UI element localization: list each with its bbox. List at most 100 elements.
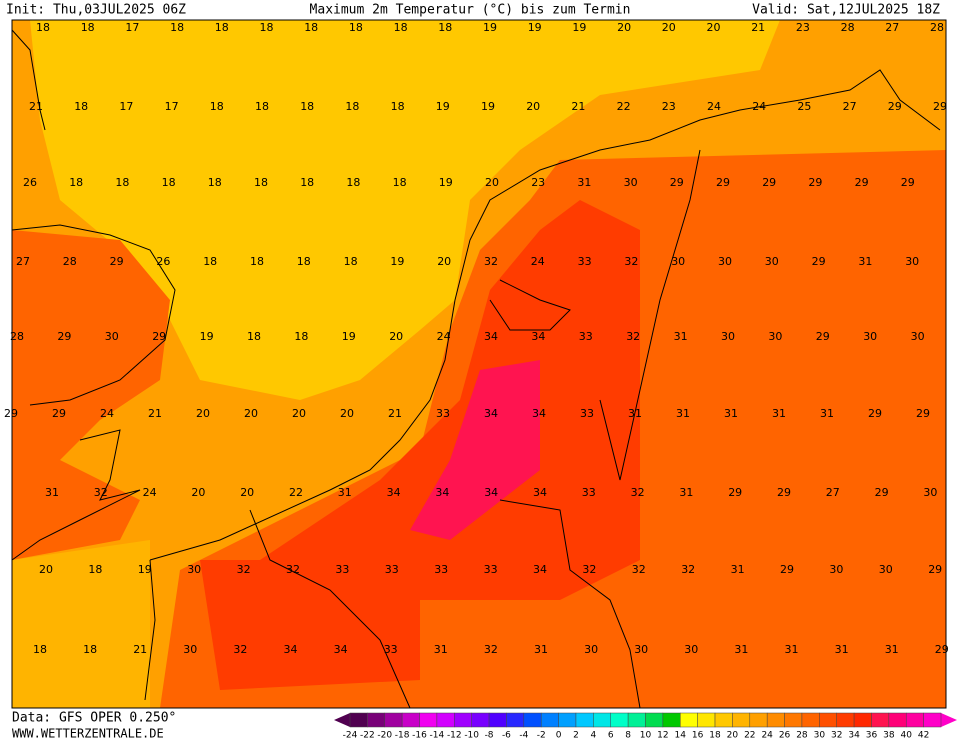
temperature-field bbox=[12, 20, 946, 708]
temperature-value: 18 bbox=[81, 21, 95, 34]
temperature-value: 31 bbox=[338, 486, 352, 499]
temperature-value: 30 bbox=[923, 486, 937, 499]
legend-swatch bbox=[471, 712, 490, 728]
legend-swatch bbox=[923, 712, 942, 728]
temperature-value: 29 bbox=[670, 176, 684, 189]
temperature-value: 23 bbox=[796, 21, 810, 34]
temperature-value: 18 bbox=[247, 330, 261, 343]
temperature-value: 30 bbox=[624, 176, 638, 189]
temperature-value: 31 bbox=[734, 643, 748, 656]
temperature-value: 19 bbox=[390, 255, 404, 268]
temperature-value: 31 bbox=[785, 643, 799, 656]
temperature-value: 30 bbox=[768, 330, 782, 343]
temperature-value: 31 bbox=[820, 407, 834, 420]
temperature-value: 30 bbox=[911, 330, 925, 343]
temperature-value: 29 bbox=[935, 643, 949, 656]
temperature-value: 20 bbox=[39, 563, 53, 576]
legend-swatch bbox=[871, 712, 890, 728]
legend-swatch bbox=[488, 712, 507, 728]
temperature-value: 19 bbox=[342, 330, 356, 343]
legend-swatch bbox=[888, 712, 907, 728]
temperature-value: 29 bbox=[716, 176, 730, 189]
temperature-value: 33 bbox=[384, 643, 398, 656]
temperature-value: 18 bbox=[391, 100, 405, 113]
temperature-value: 20 bbox=[240, 486, 254, 499]
legend-label: 18 bbox=[709, 731, 721, 741]
legend-label: -20 bbox=[377, 731, 392, 741]
temperature-value: 18 bbox=[346, 176, 360, 189]
temperature-value: 18 bbox=[304, 21, 318, 34]
temperature-value: 28 bbox=[930, 21, 944, 34]
temperature-value: 29 bbox=[728, 486, 742, 499]
temperature-value: 34 bbox=[484, 330, 498, 343]
legend-label: 8 bbox=[625, 731, 631, 741]
temperature-value: 29 bbox=[780, 563, 794, 576]
field-hot bbox=[200, 560, 420, 690]
legend-label: -14 bbox=[430, 731, 445, 741]
legend-label: -16 bbox=[412, 731, 427, 741]
border bbox=[249, 149, 701, 709]
temperature-value: 23 bbox=[662, 100, 676, 113]
legend-label: 30 bbox=[814, 731, 826, 741]
temperature-value: 34 bbox=[435, 486, 449, 499]
temperature-value: 31 bbox=[858, 255, 872, 268]
temperature-value: 20 bbox=[191, 486, 205, 499]
temperature-value: 29 bbox=[933, 100, 947, 113]
temperature-value: 31 bbox=[628, 407, 642, 420]
temperature-value: 21 bbox=[388, 407, 402, 420]
legend-label: 4 bbox=[590, 731, 596, 741]
temperature-value: 25 bbox=[797, 100, 811, 113]
temperature-value: 29 bbox=[57, 330, 71, 343]
temperature-value: 30 bbox=[718, 255, 732, 268]
temperature-value: 17 bbox=[125, 21, 139, 34]
temperature-value: 30 bbox=[105, 330, 119, 343]
legend-swatch bbox=[697, 712, 716, 728]
field-warm bbox=[12, 230, 170, 560]
temperature-value: 31 bbox=[577, 176, 591, 189]
legend-label: -10 bbox=[464, 731, 479, 741]
temperature-value: 29 bbox=[868, 407, 882, 420]
temperature-value: 31 bbox=[835, 643, 849, 656]
temperature-value: 31 bbox=[45, 486, 59, 499]
temperature-value: 32 bbox=[582, 563, 596, 576]
temperature-value: 18 bbox=[255, 100, 269, 113]
temperature-value: 21 bbox=[571, 100, 585, 113]
temperature-value: 20 bbox=[292, 407, 306, 420]
legend-arrow-high bbox=[941, 713, 957, 727]
legend-label: 20 bbox=[727, 731, 739, 741]
temperature-value: 30 bbox=[187, 563, 201, 576]
temperature-value: 31 bbox=[679, 486, 693, 499]
legend-swatch bbox=[732, 712, 751, 728]
temperature-value: 34 bbox=[484, 486, 498, 499]
coastline bbox=[11, 224, 176, 561]
legend-label: -24 bbox=[343, 731, 358, 741]
temperature-value: 34 bbox=[284, 643, 298, 656]
legend-label: 38 bbox=[883, 731, 895, 741]
temperature-value: 34 bbox=[532, 407, 546, 420]
temperature-value: 19 bbox=[439, 176, 453, 189]
temperature-value: 34 bbox=[533, 563, 547, 576]
legend-swatch bbox=[662, 712, 681, 728]
temperature-value: 21 bbox=[29, 100, 43, 113]
temperature-value: 29 bbox=[762, 176, 776, 189]
temperature-value: 19 bbox=[481, 100, 495, 113]
temperature-value: 33 bbox=[578, 255, 592, 268]
temperature-value: 20 bbox=[662, 21, 676, 34]
legend-label: -4 bbox=[519, 731, 528, 741]
legend-swatch bbox=[454, 712, 472, 728]
legend-swatch bbox=[349, 712, 368, 728]
temperature-value: 18 bbox=[203, 255, 217, 268]
temperature-value: 33 bbox=[580, 407, 594, 420]
temperature-value: 20 bbox=[617, 21, 631, 34]
legend-arrow-low bbox=[334, 713, 350, 727]
legend-label: 34 bbox=[848, 731, 860, 741]
temperature-value: 18 bbox=[69, 176, 83, 189]
temperature-value: 31 bbox=[674, 330, 688, 343]
temperature-value: 28 bbox=[10, 330, 24, 343]
temperature-value: 18 bbox=[162, 176, 176, 189]
temperature-value: 18 bbox=[300, 100, 314, 113]
legend-swatch bbox=[401, 712, 420, 728]
legend-label: 12 bbox=[657, 731, 668, 741]
legend-swatch bbox=[523, 712, 542, 728]
temperature-value: 34 bbox=[334, 643, 348, 656]
